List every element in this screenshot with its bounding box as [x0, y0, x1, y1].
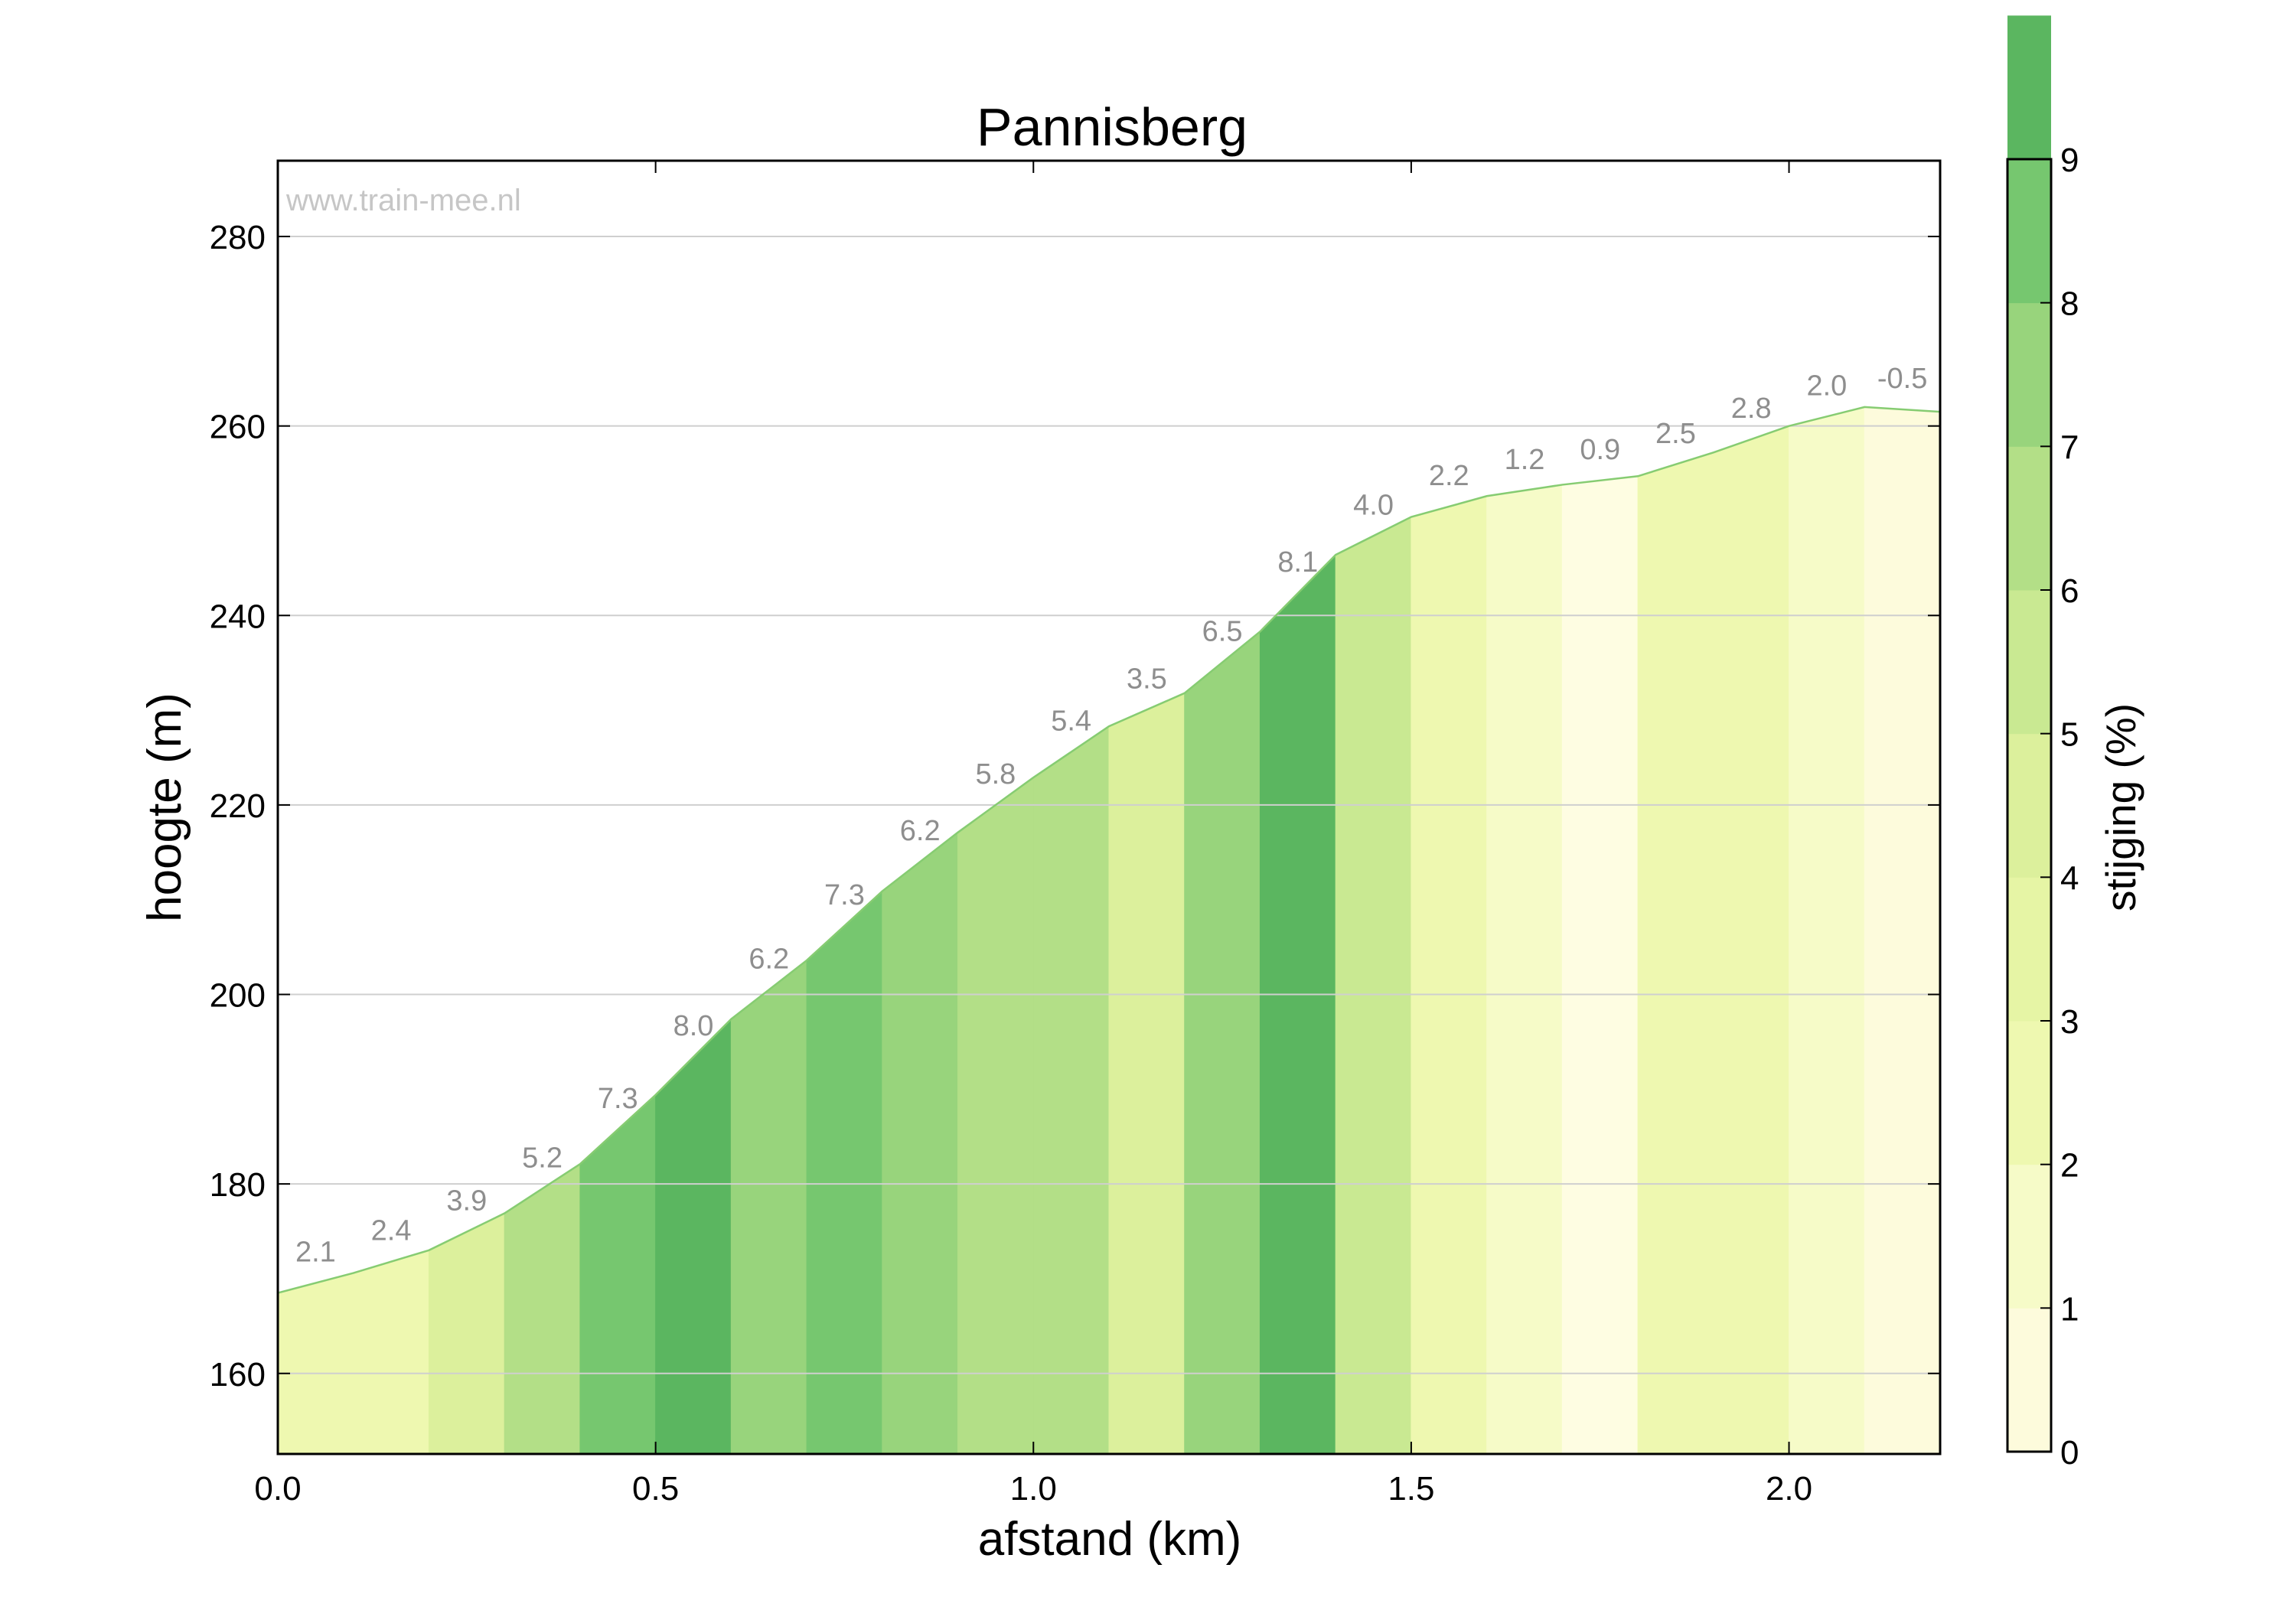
gradient-segment [1713, 425, 1790, 1454]
colorbar-tick-label: 0 [2060, 1434, 2079, 1472]
gradient-label: 5.8 [975, 758, 1016, 790]
colorbar-tick-label: 6 [2060, 572, 2079, 610]
gradient-label: 6.2 [900, 815, 941, 847]
colorbar-label: stijging (%) [2097, 703, 2144, 911]
gradient-label: 2.4 [371, 1215, 412, 1247]
gradient-segment [1335, 516, 1412, 1454]
colorbar-band [2007, 159, 2051, 304]
colorbar-band [2007, 1164, 2051, 1309]
gradient-segment [353, 1250, 429, 1454]
y-tick-label: 240 [210, 598, 266, 635]
colorbar-tick-label: 5 [2060, 716, 2079, 754]
gradient-segment [882, 831, 959, 1454]
gradient-segment [1561, 475, 1639, 1454]
grid-lines [278, 236, 1940, 1374]
colorbar-tick-label: 2 [2060, 1147, 2079, 1185]
colorbar: 0 1 2 3 4 5 6 7 8 9 [2006, 15, 2079, 1472]
x-axis: 0.0 0.5 1.0 1.5 2.0 [254, 161, 1812, 1508]
gradient-segments [278, 406, 1940, 1454]
y-tick-label: 280 [210, 219, 266, 256]
chart-title: Pannisberg [977, 97, 1247, 157]
y-tick-label: 200 [210, 977, 266, 1015]
colorbar-band [2007, 1021, 2051, 1165]
gradient-label: 1.2 [1505, 444, 1545, 476]
colorbar-frame [2006, 158, 2053, 1453]
gradient-label: 6.5 [1202, 616, 1243, 648]
gradient-segment [1184, 631, 1261, 1454]
colorbar-tick-label: 8 [2060, 285, 2079, 323]
x-axis-label: afstand (km) [978, 1513, 1242, 1566]
gradient-label: 3.9 [446, 1185, 487, 1217]
colorbar-band [2007, 733, 2051, 878]
x-tick-label: 0.5 [632, 1470, 679, 1508]
watermark: www.train-mee.nl [285, 184, 521, 217]
gradient-segment [957, 777, 1034, 1454]
x-tick-label: 1.5 [1388, 1470, 1434, 1508]
gradient-label: 2.0 [1806, 370, 1847, 402]
gradient-segment [1789, 406, 1865, 1454]
gradient-label: 7.3 [824, 879, 865, 911]
colorbar-tick-label: 3 [2060, 1003, 2079, 1041]
gradient-label: 7.3 [598, 1083, 638, 1115]
gradient-segment [579, 1094, 657, 1454]
gradient-segment [806, 890, 883, 1454]
x-tick-label: 1.0 [1010, 1470, 1057, 1508]
colorbar-band [2007, 1308, 2051, 1452]
gradient-label: 2.2 [1429, 460, 1469, 492]
gradient-segment [1637, 451, 1714, 1454]
gradient-label: 3.5 [1127, 663, 1167, 695]
plot-frame [276, 159, 1942, 1455]
gradient-segment [504, 1163, 581, 1454]
elevation-line [277, 406, 1941, 1294]
gradient-label: 5.2 [522, 1142, 563, 1174]
gradient-segment [1259, 553, 1336, 1454]
y-tick-label: 180 [210, 1166, 266, 1204]
colorbar-band [2007, 302, 2051, 447]
colorbar-tick-label: 7 [2060, 429, 2079, 466]
gradient-segment [1486, 484, 1563, 1454]
colorbar-tick-label: 1 [2060, 1290, 2079, 1328]
gradient-segment [1411, 495, 1488, 1454]
gradient-segment [1108, 693, 1186, 1454]
gradient-segment [1864, 406, 1940, 1454]
gradient-label: 2.8 [1731, 393, 1772, 425]
gradient-label: -0.5 [1877, 363, 1927, 395]
gradient-label: 6.2 [748, 943, 789, 975]
gradient-label: 4.0 [1353, 489, 1394, 521]
y-axis: 160 180 200 220 240 260 280 [210, 219, 1940, 1393]
colorbar-band [2007, 590, 2051, 735]
gradient-label: 5.4 [1051, 706, 1091, 738]
gradient-segment [730, 959, 807, 1454]
gradient-labels: 2.1 2.4 3.9 5.2 7.3 8.0 6.2 7.3 6.2 5.8 5.4 3.5 6.5 8… [295, 363, 1927, 1269]
y-tick-label: 260 [210, 409, 266, 446]
gradient-label: 2.5 [1655, 418, 1696, 450]
gradient-segment [278, 1272, 354, 1454]
colorbar-band [2007, 877, 2051, 1022]
gradient-label: 8.0 [673, 1010, 714, 1042]
x-tick-label: 0.0 [254, 1470, 301, 1508]
y-axis-label: hoogte (m) [139, 693, 191, 922]
colorbar-tick-label: 9 [2060, 142, 2079, 179]
y-tick-label: 220 [210, 787, 266, 825]
gradient-label: 0.9 [1580, 434, 1620, 466]
y-tick-label: 160 [210, 1356, 266, 1393]
gradient-label: 2.1 [295, 1237, 336, 1269]
gradient-segment [1032, 725, 1110, 1454]
colorbar-band [2007, 446, 2051, 591]
gradient-label: 8.1 [1277, 546, 1318, 579]
colorbar-band [2007, 15, 2051, 160]
colorbar-tick-label: 4 [2060, 859, 2079, 897]
gradient-segment [428, 1212, 505, 1454]
x-tick-label: 2.0 [1766, 1470, 1812, 1508]
